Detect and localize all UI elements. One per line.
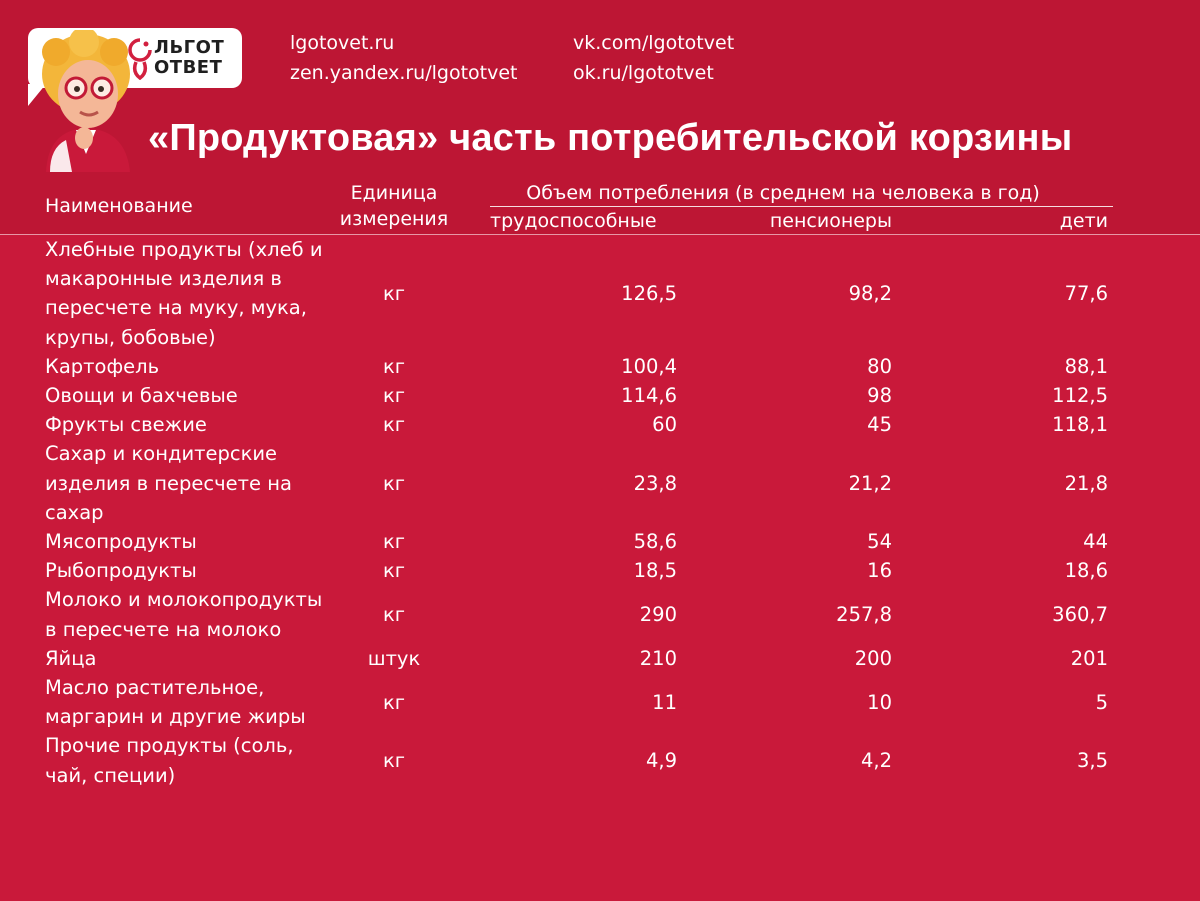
page-title: «Продуктовая» часть потребительской корз… <box>148 117 1073 159</box>
row-value-pensioners: 98,2 <box>848 281 892 305</box>
row-unit: кг <box>382 413 406 437</box>
row-unit: кг <box>382 559 406 583</box>
table-row: Яйца штук 210 200 201 <box>0 644 1200 673</box>
header-col-pensioners: пенсионеры <box>769 210 892 232</box>
row-value-children: 18,6 <box>1064 559 1108 583</box>
row-name: Прочие продукты (соль, чай, специи) <box>45 734 294 787</box>
header-col-children: дети <box>1059 210 1108 232</box>
header-unit: Единица измерения <box>330 180 458 232</box>
header-name: Наименование <box>45 195 193 217</box>
logo-line-1: ЛЬГОТ <box>154 37 225 58</box>
row-name: Фрукты свежие <box>45 413 207 437</box>
row-name: Сахар и кондитерские изделия в пересчете… <box>45 442 292 524</box>
row-value-children: 112,5 <box>1052 384 1108 408</box>
row-value-working: 23,8 <box>633 471 677 495</box>
row-unit: кг <box>382 354 406 378</box>
row-value-children: 5 <box>1095 690 1108 714</box>
row-unit: штук <box>367 646 421 670</box>
row-unit: кг <box>382 749 406 773</box>
row-value-working: 18,5 <box>633 559 677 583</box>
row-value-working: 114,6 <box>621 384 677 408</box>
table-body: Хлебные продукты (хлеб и макаронные изде… <box>0 235 1200 790</box>
row-value-working: 4,9 <box>645 749 677 773</box>
row-value-working: 11 <box>652 690 677 714</box>
row-value-pensioners: 98 <box>867 384 892 408</box>
row-value-children: 21,8 <box>1064 471 1108 495</box>
row-unit: кг <box>382 530 406 554</box>
row-unit: кг <box>382 384 406 408</box>
row-value-children: 77,6 <box>1064 281 1108 305</box>
row-value-working: 290 <box>639 603 677 627</box>
row-name: Хлебные продукты (хлеб и макаронные изде… <box>45 238 323 349</box>
row-value-pensioners: 4,2 <box>860 749 892 773</box>
row-value-children: 118,1 <box>1052 413 1108 437</box>
link-site[interactable]: lgotovet.ru <box>290 32 395 54</box>
logo-line-2: ОТВЕТ <box>154 57 223 78</box>
row-name: Картофель <box>45 354 160 378</box>
row-unit: кг <box>382 690 406 714</box>
table-row: Фрукты свежие кг 60 45 118,1 <box>0 410 1200 439</box>
table-row: Прочие продукты (соль, чай, специи) кг 4,9… <box>0 731 1200 789</box>
link-zen[interactable]: zen.yandex.ru/lgototvet <box>290 62 518 84</box>
row-name: Молоко и молокопродукты в пересчете на м… <box>45 588 323 641</box>
row-value-children: 201 <box>1070 646 1108 670</box>
table-row: Картофель кг 100,4 80 88,1 <box>0 352 1200 381</box>
row-name: Мясопродукты <box>45 530 197 554</box>
mascot-woman-icon <box>42 30 130 172</box>
row-unit: кг <box>382 281 406 305</box>
link-ok[interactable]: ok.ru/lgototvet <box>573 62 714 84</box>
row-value-pensioners: 200 <box>854 646 892 670</box>
row-value-pensioners: 21,2 <box>848 471 892 495</box>
row-name: Яйца <box>45 646 97 670</box>
table-row: Масло растительное, маргарин и другие жи… <box>0 673 1200 731</box>
row-name: Рыбопродукты <box>45 559 197 583</box>
row-value-children: 88,1 <box>1064 354 1108 378</box>
row-unit: кг <box>382 471 406 495</box>
table-row: Овощи и бахчевые кг 114,6 98 112,5 <box>0 381 1200 410</box>
row-value-pensioners: 257,8 <box>836 603 892 627</box>
row-value-pensioners: 45 <box>867 413 892 437</box>
header-col-working: трудоспособные <box>490 210 657 232</box>
header-unit-text: Единица измерения <box>339 182 449 230</box>
row-name: Масло растительное, маргарин и другие жи… <box>45 676 306 729</box>
row-value-children: 3,5 <box>1076 749 1108 773</box>
row-name: Овощи и бахчевые <box>45 384 238 408</box>
table-row: Сахар и кондитерские изделия в пересчете… <box>0 439 1200 527</box>
row-unit: кг <box>382 603 406 627</box>
row-value-working: 126,5 <box>621 281 677 305</box>
row-value-working: 60 <box>652 413 677 437</box>
table-row: Рыбопродукты кг 18,5 16 18,6 <box>0 556 1200 585</box>
links-left: lgotovet.ru zen.yandex.ru/lgototvet <box>290 28 518 88</box>
header-volume: Объем потребления (в среднем на человека… <box>526 182 1040 204</box>
logo-text: ЛЬГОТ ОТВЕТ <box>154 38 244 78</box>
logo-mark-icon <box>128 38 152 80</box>
link-vk[interactable]: vk.com/lgototvet <box>573 32 735 54</box>
table-divider <box>0 234 1200 235</box>
row-value-working: 58,6 <box>633 530 677 554</box>
header-divider <box>490 206 1113 207</box>
table-row: Молоко и молокопродукты в пересчете на м… <box>0 585 1200 643</box>
row-value-pensioners: 80 <box>867 354 892 378</box>
row-value-working: 210 <box>639 646 677 670</box>
row-value-pensioners: 10 <box>867 690 892 714</box>
row-value-pensioners: 54 <box>867 530 892 554</box>
row-value-working: 100,4 <box>621 354 677 378</box>
table-row: Мясопродукты кг 58,6 54 44 <box>0 527 1200 556</box>
row-value-children: 360,7 <box>1052 603 1108 627</box>
logo-card-tail <box>28 84 46 106</box>
links-right: vk.com/lgototvet ok.ru/lgototvet <box>573 28 734 88</box>
row-value-children: 44 <box>1083 530 1108 554</box>
table-row: Хлебные продукты (хлеб и макаронные изде… <box>0 235 1200 352</box>
row-value-pensioners: 16 <box>867 559 892 583</box>
